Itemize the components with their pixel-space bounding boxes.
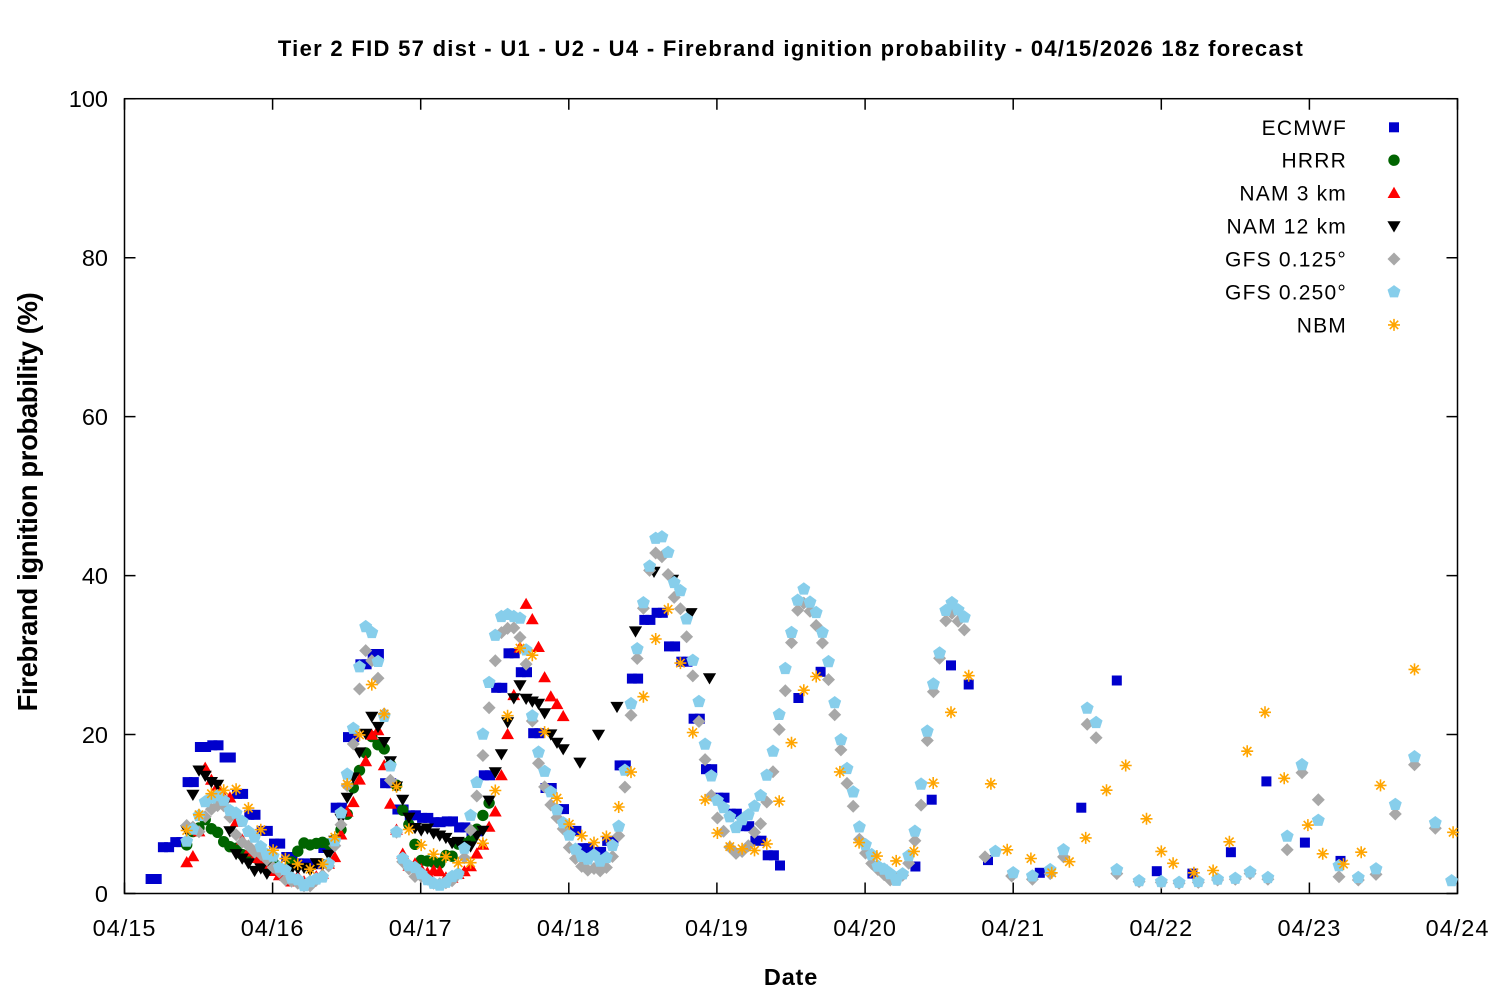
svg-text:04/15: 04/15 bbox=[93, 915, 157, 941]
svg-text:GFS 0.250°: GFS 0.250° bbox=[1225, 281, 1347, 304]
svg-text:04/21: 04/21 bbox=[981, 915, 1045, 941]
svg-text:04/20: 04/20 bbox=[833, 915, 897, 941]
svg-text:Tier 2 FID 57 dist - U1 - U2 -: Tier 2 FID 57 dist - U1 - U2 - U4 - Fire… bbox=[278, 36, 1304, 61]
svg-text:04/17: 04/17 bbox=[389, 915, 453, 941]
svg-text:40: 40 bbox=[82, 563, 108, 589]
svg-text:GFS 0.125°: GFS 0.125° bbox=[1225, 249, 1347, 272]
svg-text:04/22: 04/22 bbox=[1129, 915, 1193, 941]
svg-text:04/18: 04/18 bbox=[537, 915, 601, 941]
svg-text:0: 0 bbox=[95, 881, 108, 907]
svg-text:04/24: 04/24 bbox=[1426, 915, 1490, 941]
svg-text:60: 60 bbox=[82, 404, 108, 430]
svg-text:04/16: 04/16 bbox=[241, 915, 305, 941]
svg-text:100: 100 bbox=[69, 86, 108, 112]
svg-text:04/19: 04/19 bbox=[685, 915, 749, 941]
svg-text:ECMWF: ECMWF bbox=[1262, 117, 1347, 140]
svg-text:NAM 12 km: NAM 12 km bbox=[1227, 216, 1348, 239]
svg-text:20: 20 bbox=[82, 722, 108, 748]
svg-text:80: 80 bbox=[82, 245, 108, 271]
svg-text:Date: Date bbox=[764, 964, 818, 990]
svg-text:HRRR: HRRR bbox=[1282, 150, 1347, 173]
svg-text:NBM: NBM bbox=[1297, 314, 1347, 337]
svg-text:NAM 3 km: NAM 3 km bbox=[1239, 183, 1347, 206]
svg-text:Firebrand ignition probability: Firebrand ignition probability (%) bbox=[12, 293, 43, 712]
svg-text:04/23: 04/23 bbox=[1277, 915, 1341, 941]
